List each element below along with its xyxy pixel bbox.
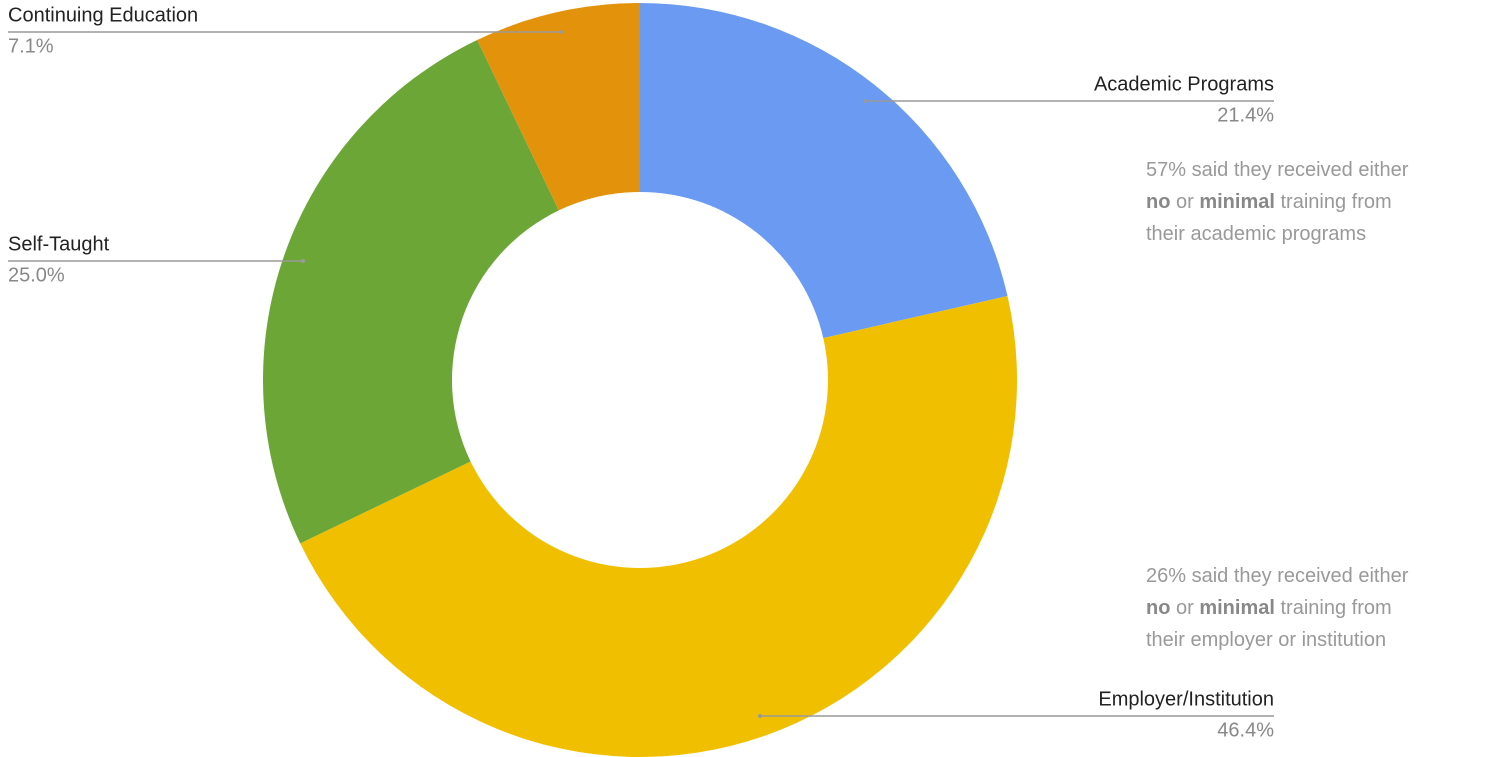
annotation-text: their employer or institution bbox=[1146, 629, 1386, 651]
annotation-text: no bbox=[1146, 191, 1170, 213]
slice-value: 46.4% bbox=[1217, 719, 1274, 741]
annotation-text: 57% said they received either bbox=[1146, 159, 1409, 181]
annotation: no or minimal training from bbox=[1146, 191, 1392, 213]
slice-value: 21.4% bbox=[1217, 104, 1274, 126]
annotation-text: minimal bbox=[1199, 191, 1275, 213]
annotation: no or minimal training from bbox=[1146, 597, 1392, 619]
annotation-text: 26% said they received either bbox=[1146, 565, 1409, 587]
annotation-text: training from bbox=[1275, 191, 1392, 213]
slice-label: Employer/Institution bbox=[1098, 688, 1274, 710]
annotation-text: or bbox=[1170, 597, 1199, 619]
slice-label: Academic Programs bbox=[1094, 73, 1274, 95]
slice-label: Continuing Education bbox=[8, 4, 198, 26]
slice bbox=[640, 3, 1008, 339]
leader-dot bbox=[758, 714, 762, 718]
slice-label: Self-Taught bbox=[8, 233, 110, 255]
slice-value: 25.0% bbox=[8, 264, 65, 286]
annotation-text: training from bbox=[1275, 597, 1392, 619]
slice bbox=[477, 3, 640, 211]
annotation: 57% said they received either bbox=[1146, 159, 1409, 181]
annotation-text: or bbox=[1170, 191, 1199, 213]
slice bbox=[300, 295, 1017, 757]
annotation: 26% said they received either bbox=[1146, 565, 1409, 587]
leader-dot bbox=[863, 99, 867, 103]
slice-value: 7.1% bbox=[8, 35, 54, 57]
annotation: their employer or institution bbox=[1146, 629, 1386, 651]
leader-dot bbox=[560, 30, 564, 34]
annotation-text: no bbox=[1146, 597, 1170, 619]
annotation: their academic programs bbox=[1146, 223, 1366, 245]
slice bbox=[262, 39, 559, 544]
annotation-text: their academic programs bbox=[1146, 223, 1366, 245]
annotation-text: minimal bbox=[1199, 597, 1275, 619]
leader-dot bbox=[301, 259, 305, 263]
